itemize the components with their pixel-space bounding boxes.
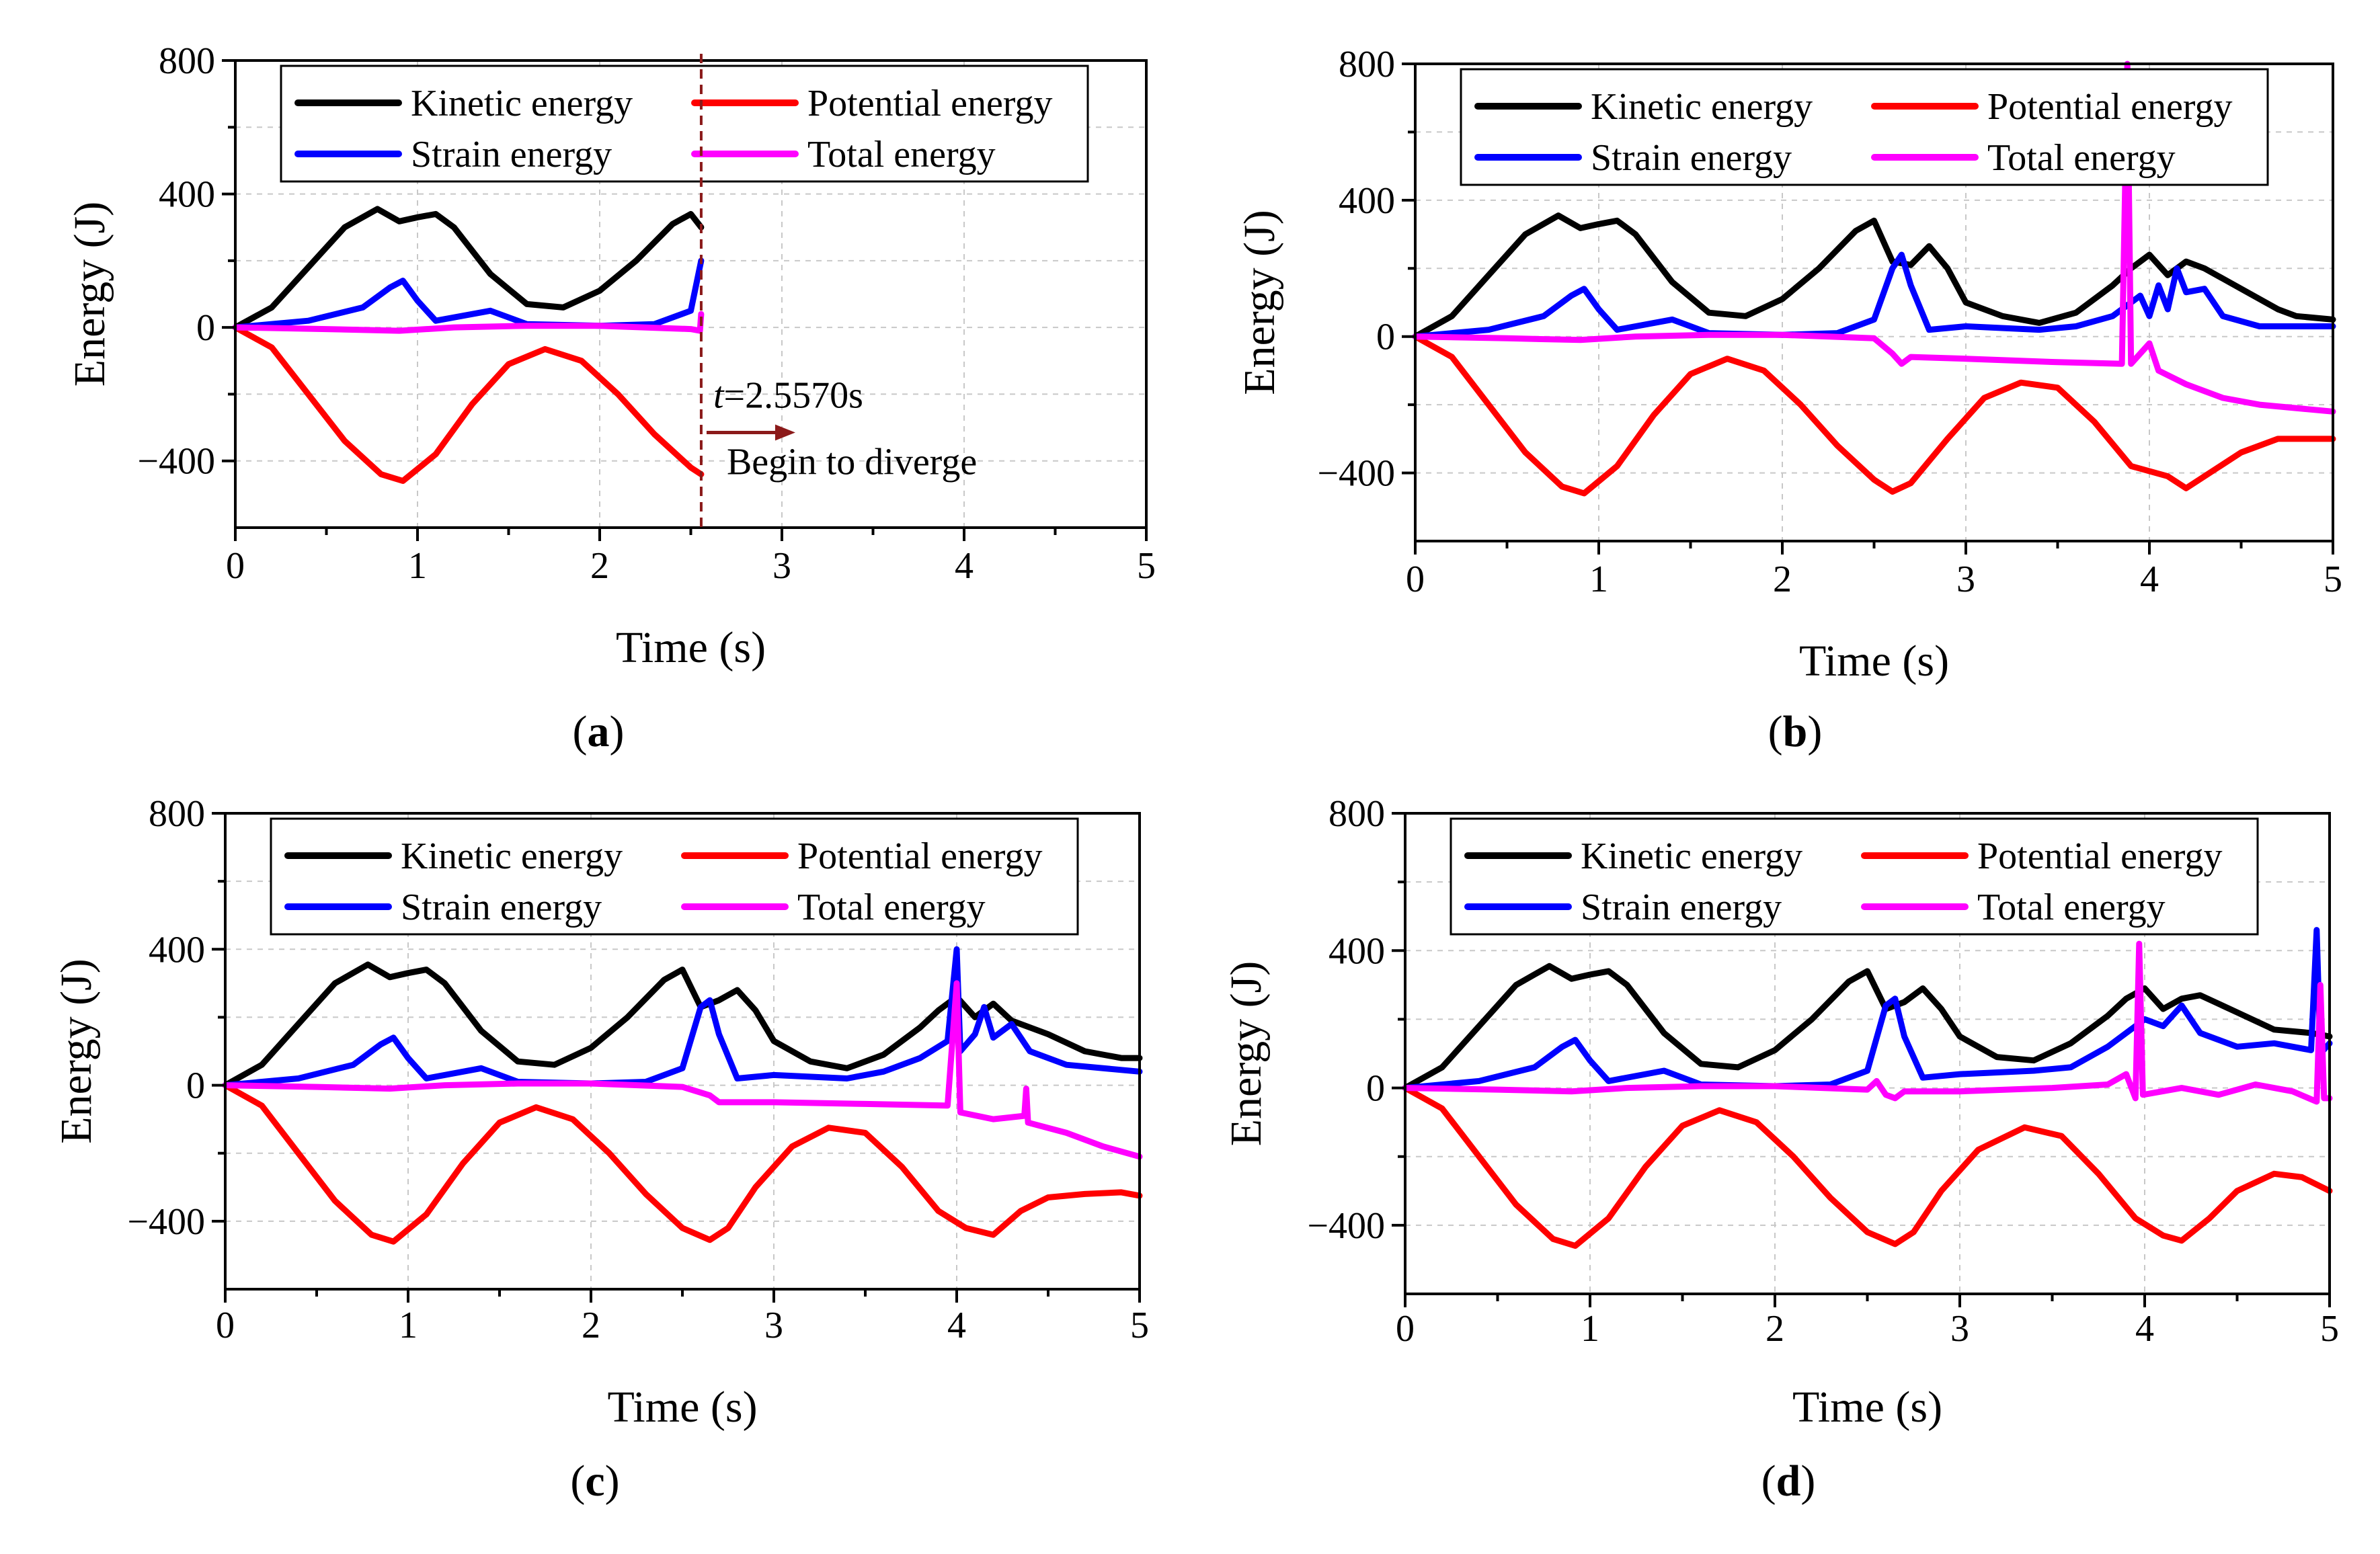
x-tick-label: 1 (1581, 1308, 1599, 1350)
legend-label: Strain energy (1581, 887, 1782, 928)
x-tick-label: 0 (1406, 559, 1425, 600)
x-tick-label: 4 (947, 1305, 966, 1346)
x-tick-label: 5 (2320, 1308, 2339, 1350)
x-tick-label: 2 (1766, 1308, 1784, 1350)
y-axis-title: Energy (J) (1222, 961, 1271, 1147)
series-line-total-energy (1412, 60, 2336, 415)
y-tick-label: 800 (1339, 44, 1395, 85)
series-line-total-energy (232, 311, 705, 334)
legend-label: Potential energy (797, 835, 1042, 877)
x-tick-label: 0 (216, 1305, 235, 1346)
legend-label: Strain energy (401, 887, 602, 928)
y-tick-label: −400 (1307, 1205, 1385, 1247)
x-tick-label: 1 (1589, 559, 1608, 600)
x-tick-label: 5 (1137, 545, 1156, 587)
divergence-time-label: t=2.5570s (713, 374, 863, 416)
x-tick-label: 2 (582, 1305, 600, 1346)
x-tick-label: 2 (590, 545, 609, 587)
y-axis-title: Energy (J) (65, 202, 114, 387)
panel-caption: (c) (570, 1457, 619, 1506)
legend-label: Kinetic energy (1591, 86, 1813, 128)
y-tick-label: 400 (1339, 180, 1395, 222)
x-tick-label: 4 (955, 545, 974, 587)
panel-b: 0 1 2 3 4 5 −400 0 400 800 Time (s) Energy (J) Kinet… (1235, 44, 2342, 756)
y-tick-label: 400 (149, 929, 205, 971)
series-line-total-energy (1402, 940, 2333, 1105)
x-tick-label: 5 (2324, 559, 2342, 600)
x-tick-label: 3 (1950, 1308, 1969, 1350)
panel-a: 0 1 2 3 4 5 −400 0 400 800 Time (s) Energy (J) Kinet… (65, 40, 1156, 756)
legend-box (1450, 817, 2259, 936)
y-axis-title: Energy (J) (1235, 210, 1284, 395)
x-tick-label: 0 (226, 545, 245, 587)
y-tick-label: 0 (1376, 317, 1395, 358)
x-tick-label: 2 (1773, 559, 1792, 600)
legend-label: Strain energy (1591, 137, 1792, 179)
legend-box (280, 65, 1089, 183)
legend-box (1460, 68, 2269, 186)
y-tick-label: 0 (196, 307, 215, 349)
x-axis-title: Time (s) (616, 623, 766, 672)
y-tick-label: −400 (127, 1201, 205, 1243)
series-line-kinetic-energy (232, 206, 705, 331)
panel-c: 0 1 2 3 4 5 −400 0 400 800 Time (s) Energy (J) Kinet… (52, 793, 1149, 1506)
series-line-potential-energy (1402, 1085, 2333, 1249)
series-line-strain-energy (232, 257, 705, 331)
series-line-potential-energy (232, 324, 705, 484)
legend-label: Total energy (1987, 137, 2176, 179)
panel-d: 0 1 2 3 4 5 −400 0 400 800 Time (s) Energy (J) Kinet… (1222, 793, 2339, 1506)
legend-label: Potential energy (1987, 86, 2232, 128)
legend-label: Kinetic energy (401, 835, 623, 877)
legend-label: Total energy (807, 134, 996, 175)
series-line-strain-energy (222, 946, 1143, 1089)
y-tick-label: 800 (1328, 793, 1385, 835)
legend-label: Kinetic energy (1581, 835, 1802, 877)
y-tick-label: −400 (137, 441, 215, 483)
legend-label: Total energy (797, 887, 986, 928)
y-tick-label: 400 (1328, 930, 1385, 972)
series-line-potential-energy (1412, 333, 2336, 497)
y-tick-label: 0 (186, 1065, 205, 1107)
y-tick-label: 800 (149, 793, 205, 835)
x-axis-title: Time (s) (607, 1383, 757, 1432)
arrow-head-icon (775, 424, 795, 441)
x-axis-title: Time (s) (1792, 1383, 1942, 1432)
series-line-total-energy (222, 980, 1143, 1160)
x-tick-label: 4 (2135, 1308, 2154, 1350)
panel-caption: (a) (573, 707, 625, 756)
x-tick-label: 0 (1396, 1308, 1415, 1350)
x-tick-label: 3 (1956, 559, 1975, 600)
legend-label: Total energy (1977, 887, 2166, 928)
y-tick-label: 0 (1366, 1068, 1385, 1110)
x-axis-title: Time (s) (1799, 637, 1949, 686)
legend-label: Potential energy (1977, 835, 2222, 877)
y-tick-label: 400 (159, 174, 215, 216)
y-tick-label: 800 (159, 40, 215, 82)
panel-caption: (d) (1761, 1457, 1816, 1506)
legend-box (270, 817, 1079, 936)
x-tick-label: 1 (399, 1305, 418, 1346)
legend-label: Potential energy (807, 83, 1052, 124)
x-tick-label: 1 (408, 545, 427, 587)
legend-label: Kinetic energy (411, 83, 633, 124)
panel-caption: (b) (1768, 707, 1823, 756)
divergence-note: Begin to diverge (727, 442, 977, 483)
y-axis-title: Energy (J) (52, 958, 101, 1144)
series-line-strain-energy (1402, 927, 2333, 1092)
x-tick-label: 5 (1130, 1305, 1149, 1346)
x-tick-label: 3 (764, 1305, 783, 1346)
legend-label: Strain energy (411, 134, 612, 175)
x-tick-label: 3 (772, 545, 791, 587)
y-tick-label: −400 (1317, 453, 1395, 495)
series-line-potential-energy (222, 1082, 1143, 1245)
series-line-strain-energy (1412, 251, 2336, 340)
x-tick-label: 4 (2140, 559, 2159, 600)
